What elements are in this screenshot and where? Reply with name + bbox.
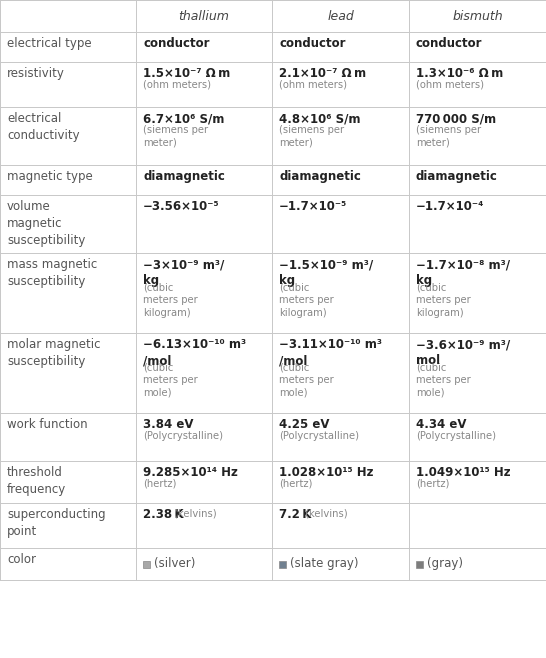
Text: 4.8×10⁶ S/m: 4.8×10⁶ S/m [279,112,360,125]
Text: 6.7×10⁶ S/m: 6.7×10⁶ S/m [143,112,224,125]
Text: (slate gray): (slate gray) [290,557,359,570]
Text: −3.6×10⁻⁹ m³/
mol: −3.6×10⁻⁹ m³/ mol [416,338,510,367]
Text: conductor: conductor [279,37,346,50]
Text: (kelvins): (kelvins) [171,508,217,518]
Text: 7.2 K: 7.2 K [279,508,311,521]
Text: −6.13×10⁻¹⁰ m³
/mol: −6.13×10⁻¹⁰ m³ /mol [143,338,246,367]
Text: −3×10⁻⁹ m³/
kg: −3×10⁻⁹ m³/ kg [143,258,224,287]
Text: (ohm meters): (ohm meters) [143,80,211,90]
Bar [143,561,150,567]
Text: diamagnetic: diamagnetic [416,170,498,183]
Text: (cubic
meters per
mole): (cubic meters per mole) [279,363,334,397]
Text: (kelvins): (kelvins) [302,508,348,518]
Text: mass magnetic
susceptibility: mass magnetic susceptibility [7,258,97,288]
Text: −1.7×10⁻⁸ m³/
kg: −1.7×10⁻⁸ m³/ kg [416,258,510,287]
Text: −1.7×10⁻⁴: −1.7×10⁻⁴ [416,200,484,213]
Text: (Polycrystalline): (Polycrystalline) [143,431,223,441]
Text: bismuth: bismuth [452,9,503,22]
Text: lead: lead [327,9,354,22]
Text: (cubic
meters per
kilogram): (cubic meters per kilogram) [279,283,334,318]
Text: (siemens per
meter): (siemens per meter) [416,125,481,147]
Text: (cubic
meters per
kilogram): (cubic meters per kilogram) [143,283,198,318]
Text: 770 000 S/m: 770 000 S/m [416,112,496,125]
Text: (Polycrystalline): (Polycrystalline) [416,431,496,441]
Text: 1.049×10¹⁵ Hz: 1.049×10¹⁵ Hz [416,466,511,479]
Text: (cubic
meters per
mole): (cubic meters per mole) [416,363,471,397]
Text: −1.5×10⁻⁹ m³/
kg: −1.5×10⁻⁹ m³/ kg [279,258,373,287]
Text: 2.1×10⁻⁷ Ω m: 2.1×10⁻⁷ Ω m [279,67,366,80]
Text: (cubic
meters per
mole): (cubic meters per mole) [143,363,198,397]
Text: (hertz): (hertz) [416,479,449,489]
Text: magnetic type: magnetic type [7,170,93,183]
Text: 4.34 eV: 4.34 eV [416,418,466,431]
Text: 1.3×10⁻⁶ Ω m: 1.3×10⁻⁶ Ω m [416,67,503,80]
Text: diamagnetic: diamagnetic [279,170,361,183]
Text: (hertz): (hertz) [143,479,176,489]
Text: color: color [7,553,36,566]
Text: 9.285×10¹⁴ Hz: 9.285×10¹⁴ Hz [143,466,238,479]
Text: superconducting
point: superconducting point [7,508,105,538]
Text: (gray): (gray) [427,557,463,570]
Bar [416,561,423,567]
Text: conductor: conductor [143,37,210,50]
Text: electrical type: electrical type [7,37,92,50]
Text: resistivity: resistivity [7,67,65,80]
Text: −3.11×10⁻¹⁰ m³
/mol: −3.11×10⁻¹⁰ m³ /mol [279,338,382,367]
Text: 3.84 eV: 3.84 eV [143,418,193,431]
Text: 1.5×10⁻⁷ Ω m: 1.5×10⁻⁷ Ω m [143,67,230,80]
Text: (cubic
meters per
kilogram): (cubic meters per kilogram) [416,283,471,318]
Text: thallium: thallium [179,9,229,22]
Text: 2.38 K: 2.38 K [143,508,183,521]
Text: (hertz): (hertz) [279,479,312,489]
Text: electrical
conductivity: electrical conductivity [7,112,80,142]
Text: 4.25 eV: 4.25 eV [279,418,329,431]
Text: −3.56×10⁻⁵: −3.56×10⁻⁵ [143,200,219,213]
Bar [279,561,286,567]
Text: (siemens per
meter): (siemens per meter) [279,125,344,147]
Text: (Polycrystalline): (Polycrystalline) [279,431,359,441]
Text: molar magnetic
susceptibility: molar magnetic susceptibility [7,338,100,368]
Text: (ohm meters): (ohm meters) [416,80,484,90]
Text: (ohm meters): (ohm meters) [279,80,347,90]
Text: threshold
frequency: threshold frequency [7,466,66,496]
Text: (siemens per
meter): (siemens per meter) [143,125,208,147]
Text: diamagnetic: diamagnetic [143,170,225,183]
Text: volume
magnetic
susceptibility: volume magnetic susceptibility [7,200,85,247]
Text: work function: work function [7,418,87,431]
Text: 1.028×10¹⁵ Hz: 1.028×10¹⁵ Hz [279,466,373,479]
Text: (silver): (silver) [154,557,195,570]
Text: −1.7×10⁻⁵: −1.7×10⁻⁵ [279,200,347,213]
Text: conductor: conductor [416,37,483,50]
